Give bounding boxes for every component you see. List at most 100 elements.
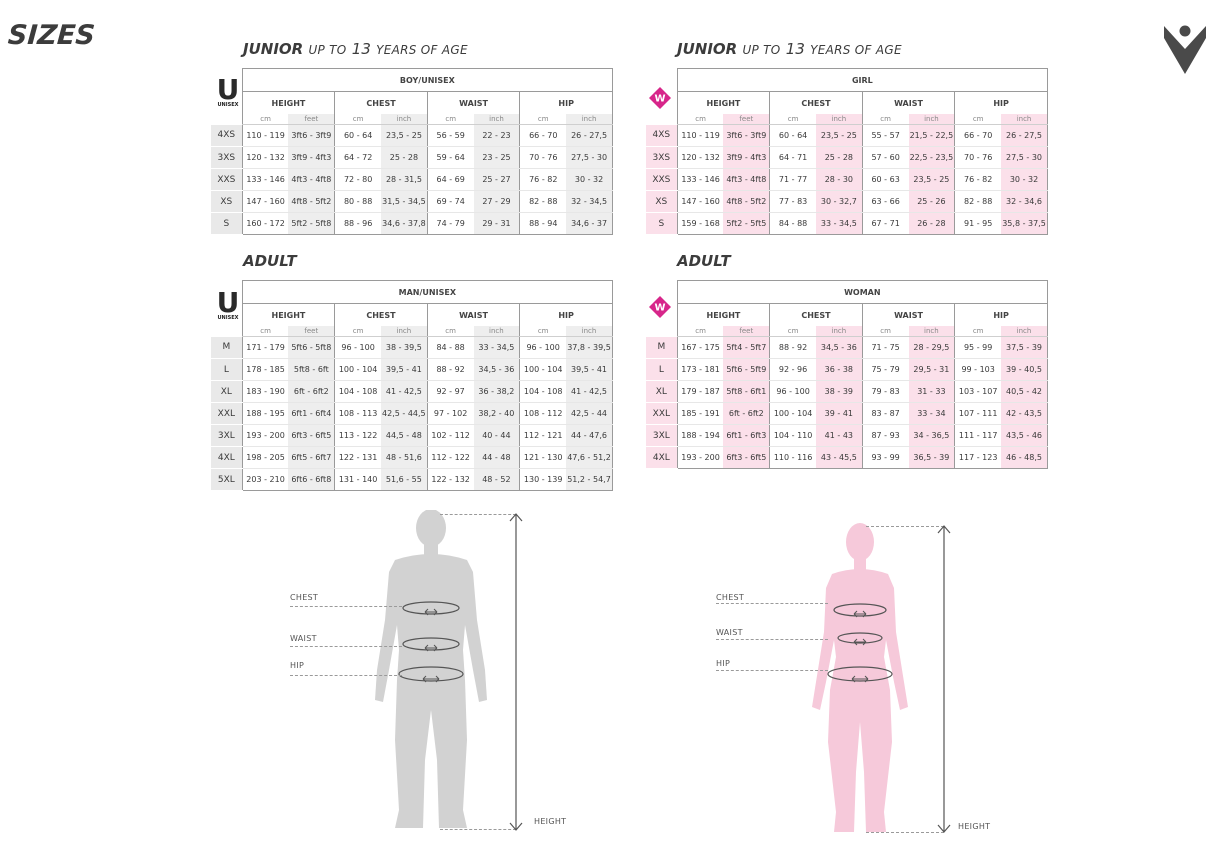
table-cell: 5ft2 - 5ft5 [723,212,770,235]
unit-label: cm [241,114,289,125]
table-cell: 39,5 - 41 [566,358,614,381]
table-cell: 122 - 132 [426,468,474,491]
unit-row: cm feet cm inch cm inch cm inch [646,114,1049,125]
table-row: 4XS 110 - 119 3ft6 - 3ft9 60 - 64 23,5 - 25 5… [646,124,1049,147]
corner-blank [211,92,242,115]
table-row: 4XL 193 - 200 6ft3 - 6ft5 110 - 116 43 - 45,… [646,446,1049,469]
unit-label: inch [473,114,520,125]
table-cell: 96 - 100 [334,336,381,359]
table-cell: 60 - 63 [861,168,909,191]
table-cell: 21,5 - 22,5 [908,124,955,147]
table-cell: 23,5 - 25 [381,124,428,147]
unit-label: cm [861,326,909,337]
table-cell: 70 - 76 [519,146,567,169]
table-cell: 39 - 40,5 [1001,358,1049,381]
table-row: 5XL 203 - 210 6ft6 - 6ft8 131 - 140 51,6 - 5… [211,468,614,491]
unit-label: cm [861,114,909,125]
table-cell: 51,2 - 54,7 [566,468,614,491]
table-cell: 64 - 71 [769,146,816,169]
unit-row: cm feet cm inch cm inch cm inch [211,114,614,125]
table-cell: 4ft8 - 5ft2 [723,190,770,213]
table-cell: 87 - 93 [861,424,909,447]
table-cell: 30 - 32,7 [815,190,863,213]
page-title: SIZES [6,20,97,51]
table-cell: 41 - 42,5 [566,380,614,403]
table-row: M 167 - 175 5ft4 - 5ft7 88 - 92 34,5 - 36 71 … [646,336,1049,359]
size-label: XS [211,190,243,213]
table-cell: 84 - 88 [769,212,816,235]
size-label: 3XS [646,146,678,169]
size-label: XS [646,190,678,213]
man-hip-label: HIP [290,661,305,670]
group-title: MAN/UNISEX [241,280,614,304]
table-cell: 112 - 121 [519,424,567,447]
unit-label: feet [723,326,770,337]
table-cell: 147 - 160 [676,190,724,213]
table-cell: 25 - 26 [908,190,955,213]
table-cell: 25 - 28 [381,146,428,169]
corner-blank [646,114,677,125]
woman-chest-guide [716,603,828,604]
unit-label: feet [288,114,335,125]
woman-waist-label: WAIST [716,628,743,637]
woman-height-label: HEIGHT [958,822,991,831]
table-cell: 29 - 31 [473,212,520,235]
size-label: 3XL [646,424,678,447]
table-row: 4XS 110 - 119 3ft6 - 3ft9 60 - 64 23,5 - 25 5… [211,124,614,147]
table-cell: 44 - 48 [473,446,520,469]
table-cell: 100 - 104 [519,358,567,381]
table-cell: 173 - 181 [676,358,724,381]
size-label: M [646,336,678,359]
table-cell: 38 - 39 [815,380,863,403]
woman-hip-guide [716,670,828,671]
table-cell: 28 - 31,5 [381,168,428,191]
table-cell: 6ft - 6ft2 [723,402,770,425]
size-label: XL [211,380,243,403]
junior-title-left: JUNIOR UP TO 13 YEARS OF AGE [243,40,468,58]
group-title: GIRL [676,68,1049,92]
adult-man-size-table: MAN/UNISEX HEIGHT CHEST WAIST HIP cm feet cm inc… [211,280,614,491]
table-cell: 79 - 83 [861,380,909,403]
table-cell: 110 - 119 [241,124,289,147]
corner-blank [646,304,677,327]
unit-label: cm [519,326,567,337]
table-cell: 29,5 - 31 [908,358,955,381]
unit-label: cm [769,114,816,125]
table-cell: 171 - 179 [241,336,289,359]
table-cell: 84 - 88 [426,336,474,359]
column-header: HIP [519,303,613,326]
unit-label: inch [380,326,428,337]
table-cell: 30 - 32 [1001,168,1049,191]
table-cell: 6ft5 - 6ft7 [288,446,335,469]
table-cell: 70 - 76 [954,146,1002,169]
table-cell: 23,5 - 25 [908,168,955,191]
unit-label: inch [908,114,955,125]
table-row: L 178 - 185 5ft8 - 6ft 100 - 104 39,5 - 41 88… [211,358,614,381]
table-cell: 48 - 51,6 [380,446,428,469]
table-cell: 100 - 104 [334,358,381,381]
table-cell: 66 - 70 [519,124,567,147]
man-chest-label: CHEST [290,593,319,602]
table-cell: 46 - 48,5 [1001,446,1049,469]
table-cell: 66 - 70 [954,124,1002,147]
table-cell: 28 - 29,5 [908,336,955,359]
woman-chest-label: CHEST [716,593,745,602]
table-row: XXL 188 - 195 6ft1 - 6ft4 108 - 113 42,5 - 4… [211,402,614,425]
unit-label: cm [954,326,1002,337]
table-cell: 37,5 - 39 [1001,336,1049,359]
macron-logo-icon [1164,22,1206,74]
table-cell: 3ft6 - 3ft9 [288,124,335,147]
table-cell: 99 - 103 [954,358,1002,381]
table-cell: 130 - 139 [519,468,567,491]
table-cell: 43 - 45,5 [815,446,863,469]
size-label: 3XL [211,424,243,447]
column-header: WAIST [426,91,521,114]
column-header-row: HEIGHT CHEST WAIST HIP [211,91,613,115]
unit-label: inch [566,114,614,125]
unit-label: cm [426,326,474,337]
man-top-guide [440,514,516,515]
junior-boy-size-table: BOY/UNISEX HEIGHT CHEST WAIST HIP cm feet cm inc… [211,68,614,235]
man-height-label: HEIGHT [534,817,567,826]
table-cell: 5ft6 - 5ft8 [288,336,335,359]
man-chest-guide [290,606,402,607]
